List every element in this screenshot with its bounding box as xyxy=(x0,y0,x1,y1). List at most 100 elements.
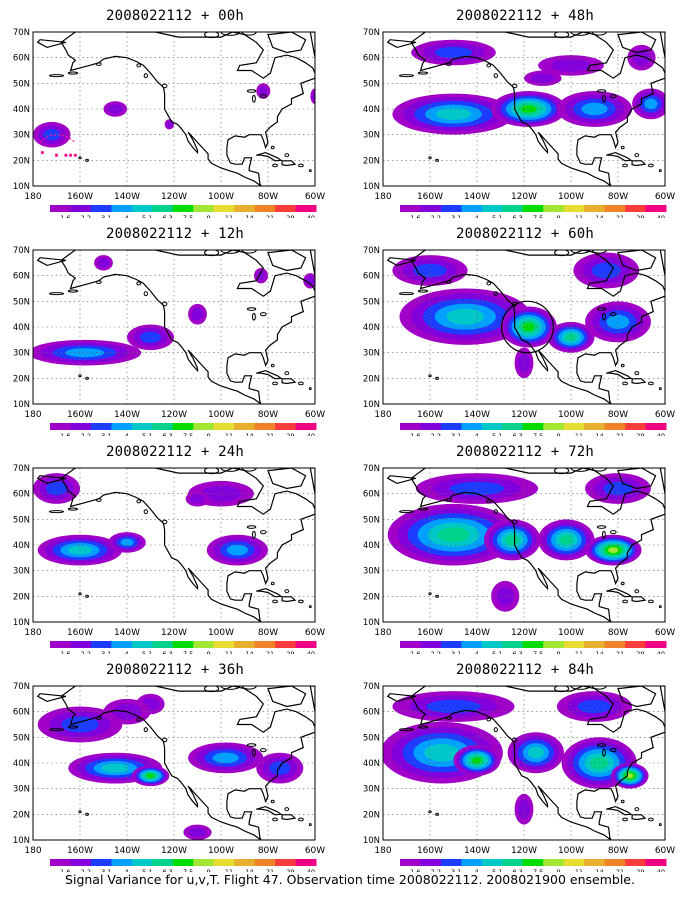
colorbar-swatch xyxy=(400,205,421,212)
colorbar-label: 4 xyxy=(125,650,129,654)
colorbar-label: 21 xyxy=(266,868,274,872)
colorbar-swatch xyxy=(50,641,71,648)
colorbar-label: 14 xyxy=(595,868,603,872)
colorbar-swatch xyxy=(420,641,442,648)
lat-label: 30N xyxy=(13,349,30,359)
colorbar-label: 40 xyxy=(307,214,315,218)
lat-label: 60N xyxy=(363,490,380,500)
lon-label: 100W xyxy=(558,410,584,420)
island xyxy=(591,32,607,36)
island xyxy=(246,743,257,747)
colorbar-swatch xyxy=(152,205,174,212)
island xyxy=(428,374,432,378)
colorbar-swatch xyxy=(481,205,503,212)
coastline xyxy=(309,686,315,712)
island xyxy=(78,156,82,160)
colorbar-label: 6.3 xyxy=(162,868,172,872)
island xyxy=(658,387,662,391)
lon-label: 120W xyxy=(161,192,187,202)
panel-title: 2008022112 + 24h xyxy=(105,444,245,460)
lon-label: 80W xyxy=(608,628,628,638)
colorbar-swatch xyxy=(563,859,585,866)
variance-shade xyxy=(559,534,574,545)
variance-shade xyxy=(531,73,555,83)
lat-label: 60N xyxy=(13,708,30,718)
island xyxy=(246,89,257,93)
lat-label: 50N xyxy=(363,297,380,307)
colorbar-label: 7.5 xyxy=(183,432,193,436)
variance-shade xyxy=(200,485,242,502)
variance-shade xyxy=(632,49,651,66)
colorbar-swatch xyxy=(543,423,565,430)
variance-shade xyxy=(46,481,67,496)
island xyxy=(67,507,79,511)
variance-shade xyxy=(550,59,592,72)
coastline xyxy=(606,151,633,162)
lon-label: 120W xyxy=(511,846,537,856)
island xyxy=(601,530,606,539)
colorbar-swatch xyxy=(111,641,133,648)
island xyxy=(67,725,79,729)
colorbar-label: 1.6 xyxy=(60,868,70,872)
island xyxy=(272,163,278,168)
lat-label: 60N xyxy=(13,54,30,64)
coastline xyxy=(281,160,297,167)
island xyxy=(241,250,257,254)
colorbar-label: 7.5 xyxy=(533,650,543,654)
island xyxy=(398,510,415,514)
island xyxy=(648,599,654,604)
colorbar-label: 4 xyxy=(475,214,479,218)
variance-shade xyxy=(446,308,485,325)
lat-label: 20N xyxy=(13,156,30,166)
lat-label: 30N xyxy=(363,349,380,359)
colorbar-swatch xyxy=(604,423,626,430)
island xyxy=(246,525,257,529)
colorbar-label: 40 xyxy=(307,432,315,436)
lat-label: 70N xyxy=(13,464,30,474)
colorbar-label: 4 xyxy=(475,432,479,436)
colorbar-label: 14 xyxy=(245,650,253,654)
panel-48h: 2008022112 + 48h 70N 60N 50N 40N 30N 20N 10N 18… xyxy=(350,0,700,218)
colorbar-swatch xyxy=(275,859,297,866)
island xyxy=(591,468,607,472)
colorbar-swatch xyxy=(502,205,524,212)
island xyxy=(48,510,65,514)
coastline xyxy=(36,693,67,703)
panel-84h: 2008022112 + 84h 70N 60N 50N 40N 30N 20N 10N 18… xyxy=(350,654,700,872)
colorbar-label: 7.5 xyxy=(533,868,543,872)
island xyxy=(308,169,312,173)
colorbar-label: 40 xyxy=(307,868,315,872)
colorbar-label: 29 xyxy=(636,214,644,218)
panel-title: 2008022112 + 00h xyxy=(105,8,245,24)
island xyxy=(620,799,625,804)
coastline xyxy=(606,587,633,598)
variance-shade xyxy=(259,86,268,96)
colorbar-swatch xyxy=(193,205,215,212)
island xyxy=(161,519,168,525)
island xyxy=(259,748,267,753)
coastline xyxy=(267,686,307,708)
colorbar-label: 1.6 xyxy=(410,650,420,654)
lon-label: 180 xyxy=(24,192,41,202)
island xyxy=(554,250,570,257)
lat-label: 20N xyxy=(363,810,380,820)
coastline xyxy=(309,250,315,276)
coastline xyxy=(36,257,67,267)
lon-label: 60W xyxy=(655,192,675,202)
island xyxy=(143,73,148,79)
panel-title: 2008022112 + 36h xyxy=(105,662,245,678)
island xyxy=(284,807,290,812)
colorbar-swatch xyxy=(645,423,667,430)
island xyxy=(270,363,275,368)
coastline xyxy=(606,369,633,380)
island xyxy=(417,507,429,511)
lon-label: 60W xyxy=(655,410,675,420)
map-frame xyxy=(382,685,666,841)
lat-label: 20N xyxy=(13,592,30,602)
island xyxy=(78,592,82,596)
island xyxy=(204,32,220,39)
colorbar-label: 9 xyxy=(557,868,561,872)
